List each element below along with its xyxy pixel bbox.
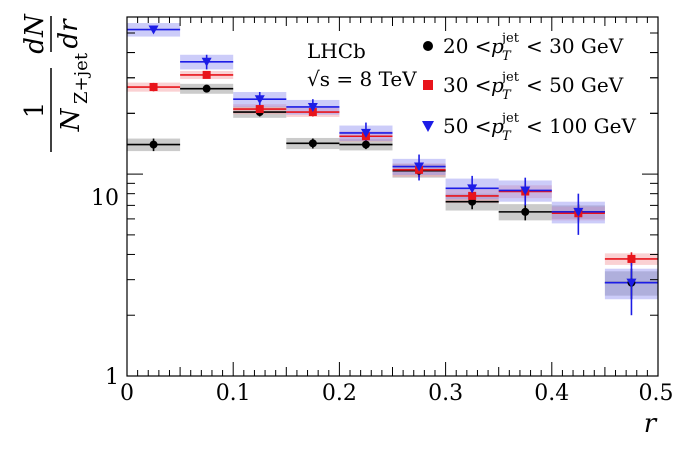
data-point [308, 139, 317, 148]
x-axis-ticks [126, 17, 659, 376]
x-tick-label: 0.5 [639, 381, 674, 406]
y-title-derivative-numerator: dN [20, 13, 50, 54]
data-point [202, 70, 211, 79]
legend-pt-subscript: T [502, 88, 512, 103]
legend-pt-superscript: jet [500, 70, 520, 85]
data-point [254, 95, 265, 105]
data-point [360, 128, 371, 138]
legend-tail: < 30 GeV [526, 34, 624, 58]
legend-pt-superscript: jet [500, 31, 520, 46]
y-tick-label: 10 [91, 186, 119, 211]
y-tick-label: 1 [105, 365, 119, 390]
y-title-prefactor-denominator: N [56, 107, 86, 132]
legend-pt-symbol: p [491, 114, 504, 138]
data-point [521, 207, 530, 216]
legend-entry-series-1: 20 < p T jet < 30 GeV [423, 31, 624, 64]
data-markers [148, 25, 637, 288]
x-tick-label: 0.3 [428, 381, 463, 406]
data-point [467, 184, 478, 194]
data-point [573, 207, 584, 217]
legend-pt-symbol: p [491, 73, 504, 97]
experiment-label: LHCb [307, 39, 366, 63]
y-axis-title: 1 N Z+jet dN dr [20, 13, 92, 152]
legend-entry-series-2: 30 < p T jet < 50 GeV [423, 70, 624, 103]
legend-tail: < 50 GeV [526, 73, 624, 97]
x-tick-label: 0.4 [534, 381, 569, 406]
legend-pt-subscript: T [502, 49, 512, 64]
y-title-prefactor-numerator: 1 [20, 102, 50, 119]
y-axis-ticks [127, 16, 658, 377]
data-point [255, 105, 264, 114]
legend-marker-circle [423, 41, 433, 51]
legend-lead: 50 < [443, 114, 492, 138]
y-title-prefactor-subscript: Z+jet [71, 52, 92, 104]
legend-tail: < 100 GeV [526, 114, 636, 138]
x-tick-label: 0.1 [216, 381, 251, 406]
data-point [468, 191, 477, 200]
legend-pt-superscript: jet [500, 111, 520, 126]
legend-pt-symbol: p [491, 34, 504, 58]
legend-lead: 20 < [443, 34, 492, 58]
data-point [520, 186, 531, 196]
data-point [149, 83, 158, 92]
energy-label: √s = 8 TeV [307, 67, 417, 91]
data-point [307, 102, 318, 112]
y-title-derivative-denominator: dr [54, 18, 84, 49]
legend-pt-subscript: T [502, 129, 512, 144]
data-point [627, 254, 636, 263]
data-point [414, 162, 425, 172]
legend-marker-square [423, 80, 433, 90]
legend-marker-triangle [422, 121, 434, 132]
data-point [148, 25, 159, 35]
legend-entry-series-3: 50 < p T jet < 100 GeV [422, 111, 636, 144]
x-tick-label: 0.2 [322, 381, 357, 406]
legend: 20 < p T jet < 30 GeV 30 < p T jet < 50 … [422, 31, 636, 144]
data-point [149, 140, 158, 149]
data-point [361, 140, 370, 149]
x-tick-label: 0 [120, 381, 134, 406]
data-point [202, 84, 211, 93]
data-point [308, 108, 317, 117]
data-point [201, 57, 212, 67]
legend-lead: 30 < [443, 73, 492, 97]
x-axis-title: r [644, 409, 658, 439]
data-point [626, 278, 637, 288]
